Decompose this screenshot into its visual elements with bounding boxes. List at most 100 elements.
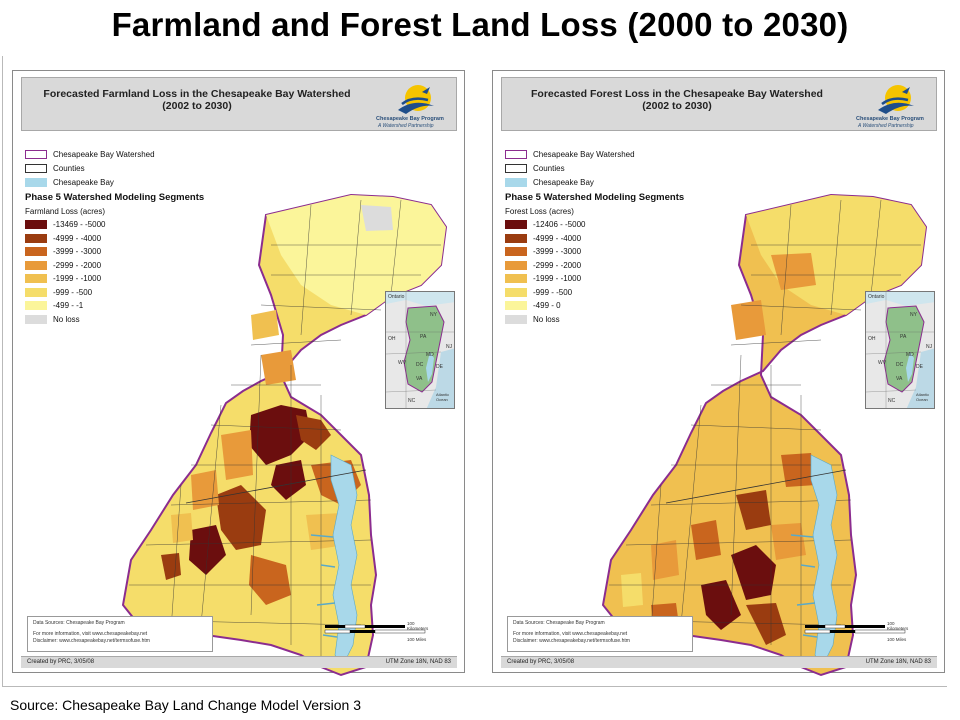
legend-segments-title: Phase 5 Watershed Modeling Segments [505,192,685,203]
legend-swatch-class-2 [505,233,527,243]
legend-class-label: -999 - -500 [53,287,93,297]
legend-swatch-class-6 [25,287,47,297]
legend-swatch-class-4 [505,260,527,270]
map-legend: Chesapeake Bay Watershed Counties Chesap… [505,147,725,326]
map-title: Forecasted Forest Loss in the Chesapeake… [512,88,842,112]
forest-loss-map [601,193,928,677]
inset-label: VA [896,376,903,382]
legend-swatch-class-2 [25,233,47,243]
logo-tagline: A Watershed Partnership [858,123,914,129]
inset-label: NC [888,398,896,404]
legend-counties-label: Counties [53,163,85,173]
slide-frame [2,56,947,687]
inset-label: DC [416,362,424,368]
legend-class-label: -1999 - -1000 [53,274,102,284]
inset-label: OH [868,336,876,342]
scale-mi-label: 100 Miles [887,637,907,642]
slide-title: Farmland and Forest Land Loss (2000 to 2… [111,6,849,43]
scale-mi-label: 100 Miles [407,637,427,642]
data-sources-text: Data Sources: Chesapeake Bay Program [513,620,605,626]
legend-swatch-class-7 [25,301,47,311]
scale-bar: 100 Kilometers 100 Miles [323,621,433,651]
legend-class-label: -3999 - -3000 [53,247,102,257]
more-info-text: For more information, visit www.chesapea… [33,631,148,637]
loss-hotspot-1 [731,545,776,600]
legend-class-label: -1999 - -1000 [533,274,582,284]
map-title-line2: (2002 to 2030) [162,100,232,112]
counties-legend-swatch [25,163,47,173]
map-footer: Created by PRC, 3/05/08 UTM Zone 18N, NA… [21,656,457,668]
projection-text: UTM Zone 18N, NAD 83 [385,659,451,665]
inset-label: MD [906,352,914,358]
map-title-line2: (2002 to 2030) [642,100,712,112]
loss-hotspot-3 [746,603,786,645]
legend-class-label: -4999 - -4000 [533,233,582,243]
legend-measure-label: Farmland Loss (acres) [25,207,106,216]
counties-legend-swatch [505,163,527,173]
legend-class-label: -999 - -500 [533,287,573,297]
legend-class-label: -499 - -1 [53,301,84,311]
legend-counties-label: Counties [533,163,565,173]
map-title-line1: Forecasted Farmland Loss in the Chesapea… [43,88,351,100]
legend-watershed-label: Chesapeake Bay Watershed [533,149,635,159]
locator-inset-map: Ontario NY PA OH MD NJ WV DC DE VA NC At… [385,291,455,409]
watershed-legend-swatch [505,149,527,159]
created-by-text: Created by PRC, 3/05/08 [27,659,95,665]
map-legend: Chesapeake Bay Watershed Counties Chesap… [25,147,245,326]
inset-label: Atlantic Ocean [916,392,930,402]
inset-label: NJ [446,344,453,350]
legend-no-loss-label: No loss [53,314,80,324]
inset-label: NJ [926,344,933,350]
watershed-legend-swatch [25,149,47,159]
scale-bar: 100 Kilometers 100 Miles [803,621,913,651]
inset-label: Atlantic Ocean [436,392,450,402]
legend-swatch-class-5 [25,274,47,284]
locator-inset-map: Ontario NY PA OH MD NJ WV DC DE VA NC At… [865,291,935,409]
map-footer: Created by PRC, 3/05/08 UTM Zone 18N, NA… [501,656,937,668]
legend-swatch-class-1 [505,220,527,230]
inset-label: NY [430,312,437,318]
logo-name: Chesapeake Bay Program [856,116,924,122]
legend-class-label: -2999 - -2000 [53,260,102,270]
projection-text: UTM Zone 18N, NAD 83 [865,659,931,665]
inset-label: PA [420,334,427,340]
legend-segments-title: Phase 5 Watershed Modeling Segments [25,192,205,203]
source-caption: Source: Chesapeake Bay Land Change Model… [10,697,362,713]
inset-label: MD [426,352,434,358]
disclaimer-text: Disclaimer: www.chesapeakebay.net/termso… [513,638,630,644]
legend-swatch-class-4 [25,260,47,270]
chesapeake-bay-program-logo: Chesapeake Bay Program A Watershed Partn… [852,80,932,130]
data-sources-box: Data Sources: Chesapeake Bay Program For… [507,616,693,652]
inset-label: WV [398,360,407,366]
data-sources-text: Data Sources: Chesapeake Bay Program [33,620,125,626]
legend-swatch-class-7 [505,301,527,311]
legend-class-label: -3999 - -3000 [533,247,582,257]
loss-hotspot-6 [781,453,816,487]
map-header: Forecasted Farmland Loss in the Chesapea… [21,77,457,131]
created-by-text: Created by PRC, 3/05/08 [507,659,575,665]
legend-swatch-no-loss [25,314,47,324]
loss-hotspot-5 [249,555,291,605]
legend-no-loss-label: No loss [533,314,560,324]
inset-label: WV [878,360,887,366]
inset-label: NC [408,398,416,404]
legend-class-label: -499 - 0 [533,301,561,311]
inset-label: PA [900,334,907,340]
inset-label: OH [388,336,396,342]
legend-watershed-label: Chesapeake Bay Watershed [53,149,155,159]
inset-label: Ontario [868,294,885,300]
loss-hotspot-4 [736,490,771,530]
inset-label: DC [896,362,904,368]
legend-bay-label: Chesapeake Bay [53,177,114,187]
inset-label: DE [916,364,923,370]
legend-swatch-class-1 [25,220,47,230]
bay-legend-swatch [505,177,527,187]
disclaimer-text: Disclaimer: www.chesapeakebay.net/termso… [33,638,150,644]
logo-name: Chesapeake Bay Program [376,116,444,122]
inset-label: DE [436,364,443,370]
legend-class-label: -13469 - -5000 [53,220,106,230]
loss-hotspot-8 [296,415,331,450]
chesapeake-bay-program-logo: Chesapeake Bay Program A Watershed Partn… [372,80,452,130]
legend-bay-label: Chesapeake Bay [533,177,594,187]
legend-class-label: -2999 - -2000 [533,260,582,270]
